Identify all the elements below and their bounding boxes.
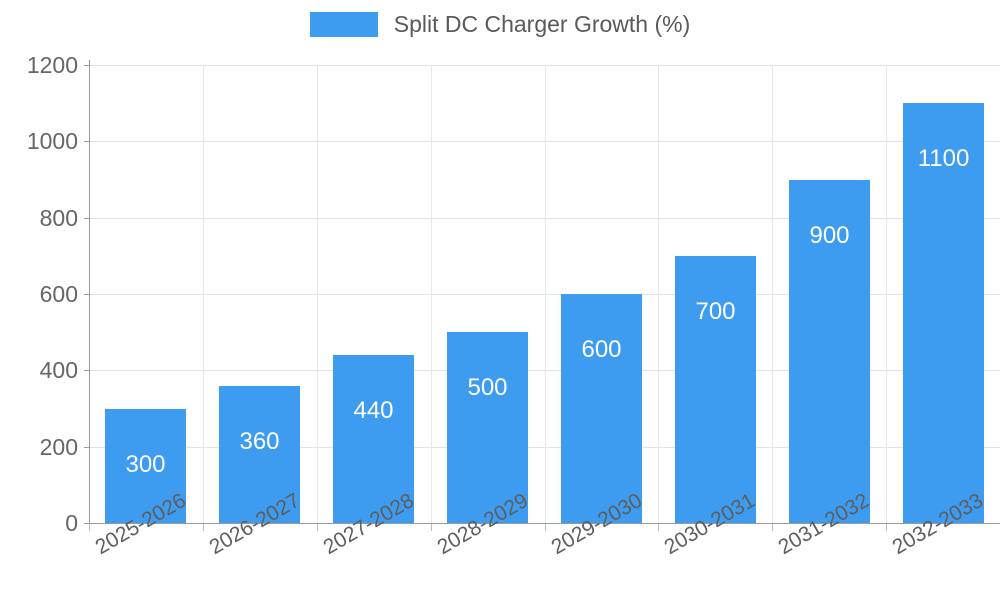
gridline-vertical bbox=[886, 65, 887, 523]
y-tick-label: 200 bbox=[39, 433, 78, 460]
legend-swatch-icon bbox=[309, 12, 378, 37]
y-tick-label: 1000 bbox=[26, 128, 78, 155]
legend-item-label: Split DC Charger Growth (%) bbox=[393, 11, 691, 37]
bar-value-label: 600 bbox=[581, 336, 622, 363]
x-tick-mark bbox=[203, 524, 204, 531]
y-tick-label: 600 bbox=[39, 281, 78, 307]
plot-area: 300 360 440 500 600 700 900 1100 bbox=[89, 65, 1000, 524]
y-axis-line bbox=[89, 60, 90, 526]
bar-value-label: 700 bbox=[695, 297, 736, 325]
gridline-vertical bbox=[431, 65, 432, 523]
x-tick-mark bbox=[317, 524, 318, 531]
bar[interactable] bbox=[447, 332, 528, 523]
x-tick-mark bbox=[89, 524, 90, 531]
gridline-vertical bbox=[658, 65, 659, 523]
y-tick-mark bbox=[84, 523, 90, 524]
y-tick-label: 1200 bbox=[26, 52, 78, 78]
y-tick-mark bbox=[84, 65, 90, 66]
x-tick-mark bbox=[658, 524, 659, 531]
x-tick-mark bbox=[772, 524, 773, 531]
bar-value-label: 360 bbox=[239, 427, 280, 455]
gridline-horizontal bbox=[89, 141, 1000, 143]
gridline-horizontal bbox=[89, 65, 1000, 66]
gridline-horizontal bbox=[89, 294, 1000, 295]
y-tick-mark bbox=[84, 446, 90, 448]
gridline-vertical bbox=[772, 65, 773, 523]
y-tick-label: 400 bbox=[39, 357, 78, 384]
x-axis-line bbox=[89, 523, 1000, 524]
gridline-vertical bbox=[317, 65, 318, 523]
bar-value-label: 440 bbox=[353, 397, 394, 425]
x-tick-mark bbox=[886, 524, 887, 531]
bar[interactable] bbox=[675, 255, 756, 523]
gridline-vertical bbox=[203, 65, 204, 523]
y-tick-mark bbox=[84, 141, 90, 143]
y-tick-label: 0 bbox=[65, 510, 78, 536]
y-tick-mark bbox=[84, 217, 90, 219]
legend-item-split-dc-charger-growth[interactable]: Split DC Charger Growth (%) bbox=[309, 11, 691, 37]
gridline-vertical bbox=[545, 65, 546, 523]
bar[interactable] bbox=[903, 103, 984, 523]
gridline-horizontal bbox=[89, 217, 1000, 219]
bar-value-label: 1100 bbox=[917, 145, 970, 173]
bar[interactable] bbox=[219, 385, 300, 523]
y-tick-label: 800 bbox=[39, 204, 78, 231]
y-tick-mark bbox=[84, 294, 90, 295]
bar[interactable] bbox=[789, 179, 870, 523]
bar-value-label: 900 bbox=[809, 221, 850, 249]
bar[interactable] bbox=[105, 408, 186, 523]
bar[interactable] bbox=[333, 355, 414, 523]
bar[interactable] bbox=[561, 294, 642, 523]
x-tick-mark bbox=[545, 524, 546, 531]
chart-legend: Split DC Charger Growth (%) bbox=[0, 12, 1000, 37]
x-tick-mark bbox=[431, 524, 432, 531]
bar-value-label: 500 bbox=[467, 374, 508, 402]
bar-value-label: 300 bbox=[125, 450, 166, 478]
y-tick-mark bbox=[84, 370, 90, 372]
gridline-horizontal bbox=[89, 370, 1000, 372]
gridline-horizontal bbox=[89, 446, 1000, 448]
